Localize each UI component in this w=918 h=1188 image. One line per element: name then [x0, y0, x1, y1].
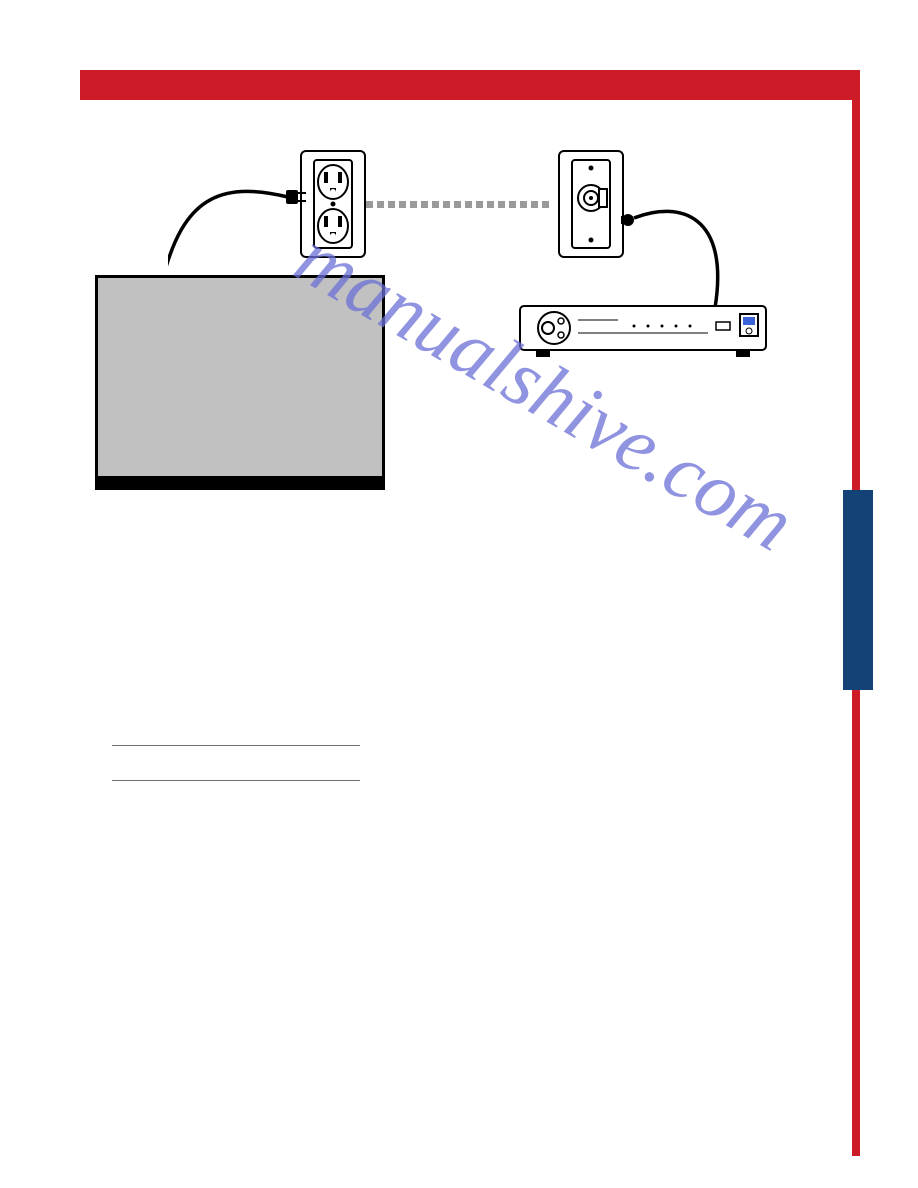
header-red-bar — [80, 70, 860, 100]
power-outlet-plate — [300, 150, 366, 258]
rule-line — [112, 780, 360, 781]
coax-wall-plate — [558, 150, 624, 258]
set-top-box — [518, 300, 768, 362]
coax-cord — [620, 160, 740, 300]
tv-icon — [95, 275, 385, 490]
side-blue-tab — [843, 490, 873, 690]
rule-line — [112, 745, 360, 746]
dotted-link — [366, 195, 556, 205]
power-cord — [168, 160, 308, 280]
